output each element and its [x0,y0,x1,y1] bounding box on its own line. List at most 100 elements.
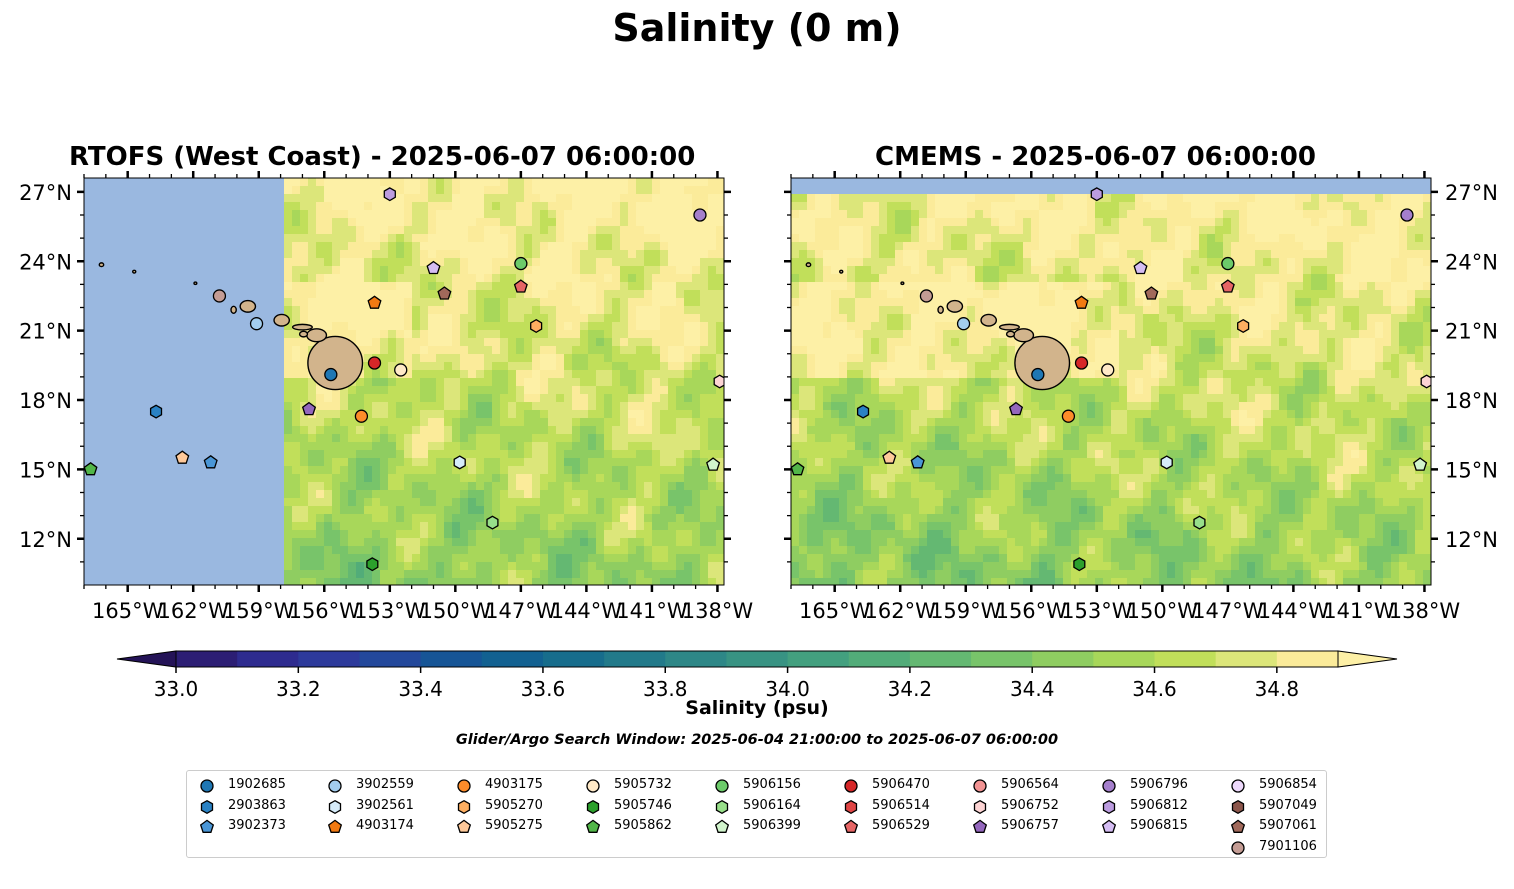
legend-marker-hexagon [457,799,471,814]
colorbar-band [1276,651,1339,667]
legend-marker-circle [1231,840,1245,855]
float-marker-5905746 [1073,557,1086,572]
map-axes-rtofs: 165°W162°W159°W156°W153°W150°W147°W144°W… [19,171,753,623]
colorbar-band [1215,651,1278,667]
legend-label: 5906812 [1130,797,1188,813]
legend-marker-hexagon [715,799,729,814]
float-marker-5906812 [383,187,396,202]
legend-marker-pentagon [327,819,343,833]
legend-label: 1902685 [228,777,286,792]
lon-tick-label: 159°W [930,599,1002,623]
float-marker-5906796 [693,208,707,222]
legend-label: 5906514 [872,797,930,813]
colorbar-label: Salinity (psu) [685,697,828,719]
lat-tick-label: 24°N [19,250,72,274]
colorbar-bands [116,650,1398,668]
legend-marker [328,779,342,793]
float-marker-5906164 [486,515,499,530]
float-marker-5906399 [706,457,721,471]
float-marker-5907061 [437,286,452,300]
lat-tick-label: 15°N [19,458,72,482]
panel-title-cmems: CMEMS - 2025-06-07 06:00:00 [875,142,1316,172]
float-legend: 1902685 2903863 3902373 3902559 3902561 49031… [186,770,1327,858]
legend-label: 5906757 [1001,818,1059,833]
float-marker-5905746 [366,557,379,572]
colorbar-extend-max [1337,650,1398,668]
legend-label: 5906752 [1001,797,1059,813]
colorbar-tick-label: 33.8 [643,677,688,701]
float-marker-3902373 [203,454,218,469]
legend-marker [327,819,343,833]
legend-label: 4903175 [485,777,543,792]
float-marker-5905270 [1237,318,1250,334]
colorbar-band [909,651,972,667]
lon-tick-label: 153°W [354,599,426,623]
legend-label: 5906529 [872,818,930,833]
colorbar-tick-label: 34.2 [888,677,933,701]
legend-label: 5906399 [743,818,801,833]
legend-marker [715,779,729,793]
legend-marker-hexagon [328,799,342,814]
lat-tick-label: 21°N [1445,320,1498,344]
float-marker-5906156 [1221,256,1235,271]
legend-marker-circle [844,779,858,793]
float-marker-3902559 [956,317,971,331]
colorbar: 33.0 33.2 33.4 33.6 33.8 34.0 34.2 34.4 34.6 34.8… [116,650,1398,719]
lat-tick-label: 12°N [19,528,72,552]
float-marker-3902561 [453,455,466,470]
colorbar-band [481,651,544,667]
lon-tick-label: 162°W [158,599,230,623]
lat-tick-label: 27°N [1445,181,1498,205]
panel-title-rtofs: RTOFS (West Coast) - 2025-06-07 06:00:00 [69,142,696,172]
float-marker-2903863 [856,404,870,419]
colorbar-band [848,651,911,667]
legend-marker [972,819,988,833]
land-hawaiian-islands [805,262,1071,391]
lon-tick-label: 144°W [551,599,623,623]
float-marker-5906815 [426,260,441,275]
legend-marker-circle [457,779,471,793]
legend-marker-hexagon [1231,799,1245,814]
legend-marker-circle [200,779,214,793]
legend-marker [843,819,859,833]
lon-tick-label: 156°W [996,599,1068,623]
colorbar-band [420,651,483,667]
float-marker-5906796 [1400,208,1414,222]
legend-label: 5905862 [614,818,672,833]
lon-tick-label: 153°W [1061,599,1133,623]
float-marker-5906399 [1413,457,1428,471]
legend-marker-pentagon [585,819,601,833]
float-marker-5906529 [513,279,528,293]
float-marker-5906757 [1008,401,1024,416]
float-marker-5906812 [1090,187,1103,202]
legend-marker [1102,779,1116,793]
lon-tick-label: 138°W [1389,599,1461,623]
lon-tick-label: 147°W [1192,599,1264,623]
colorbar-band [1093,651,1156,667]
colorbar-band [298,651,360,667]
colorbar-band [665,651,727,667]
legend-marker-hexagon [200,799,214,814]
legend-marker-pentagon [1101,819,1117,833]
float-marker-5906164 [1193,515,1206,530]
lon-tick-label: 147°W [485,599,557,623]
legend-marker-circle [1102,779,1116,793]
legend-marker-circle [328,779,342,793]
colorbar-band [971,651,1033,667]
legend-marker-hexagon [1102,799,1116,814]
legend-marker [973,779,987,793]
legend-marker [714,819,730,833]
colorbar-band [604,651,666,667]
legend-marker [1231,779,1245,793]
legend-label: 5905270 [485,797,543,813]
legend-label: 5907049 [1259,797,1317,813]
lon-tick-label: 162°W [865,599,937,623]
float-marker-1902685 [324,367,338,382]
legend-label: 5905732 [614,777,672,792]
float-marker-4903174 [367,295,382,309]
legend-marker-hexagon [844,799,858,814]
colorbar-band [726,651,789,667]
float-marker-3902561 [1160,455,1173,470]
float-marker-5906156 [514,256,528,271]
map-frame [83,177,725,586]
